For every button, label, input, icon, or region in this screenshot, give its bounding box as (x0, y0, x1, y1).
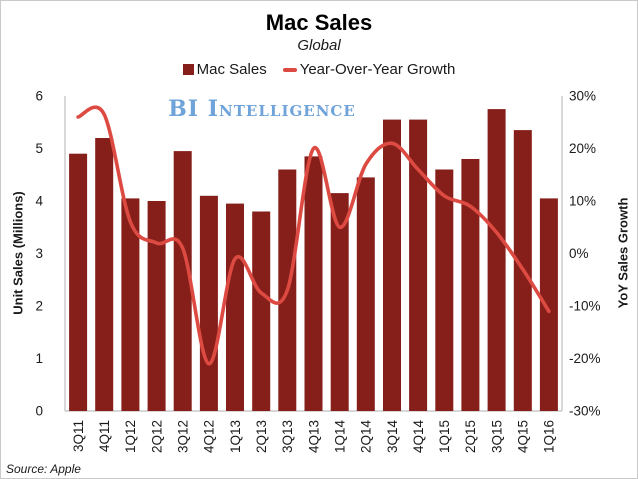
bar (147, 201, 166, 411)
bar (121, 198, 140, 411)
y-axis-tick-label: 6 (35, 89, 43, 104)
bar (409, 119, 428, 411)
y-axis-tick-label: 30% (569, 89, 596, 104)
bar (356, 177, 375, 411)
x-axis-category-label: 4Q15 (516, 420, 531, 453)
y-axis-tick-label: 3 (35, 246, 43, 261)
x-axis-category-label: 3Q12 (176, 420, 191, 453)
x-axis-category-label: 4Q13 (306, 420, 321, 453)
y-axis-tick-label: 2 (35, 299, 43, 314)
x-axis-category-label: 1Q13 (228, 420, 243, 453)
line-icon (282, 67, 297, 72)
y-axis-tick-label: 0% (569, 246, 589, 261)
bar (330, 193, 349, 411)
legend-label-mac-sales: Mac Sales (196, 61, 267, 78)
x-axis-category-label: 3Q11 (71, 420, 86, 452)
x-axis-category-label: 3Q14 (385, 420, 400, 454)
square-icon (182, 64, 194, 75)
bar (252, 211, 271, 411)
chart-title: Mac Sales (265, 10, 373, 35)
y-axis-tick-label: 20% (569, 141, 596, 156)
source-note: Source: Apple (6, 462, 81, 476)
y-axis-tick-label: 4 (35, 194, 43, 209)
x-axis-category-label: 3Q15 (489, 420, 504, 453)
x-axis-category-label: 4Q11 (97, 420, 112, 452)
y-axis-tick-label: -10% (569, 299, 601, 314)
bar (383, 119, 401, 411)
bi-intelligence-watermark: BI Intelligence (168, 96, 356, 122)
x-axis-category-label: 1Q12 (123, 420, 138, 453)
legend-item-mac-sales: Mac Sales (182, 61, 267, 78)
bar (461, 159, 480, 411)
x-axis-category-label: 3Q13 (280, 420, 295, 453)
bar (95, 138, 114, 411)
bar (539, 198, 558, 411)
x-axis-category-label: 4Q12 (202, 420, 217, 453)
legend-label-yoy-growth: Year-Over-Year Growth (299, 61, 456, 78)
x-axis-category-label: 1Q15 (437, 420, 452, 453)
bar (435, 169, 454, 411)
x-axis-category-label: 2Q14 (359, 420, 374, 454)
x-axis-category-label: 2Q13 (254, 420, 269, 453)
y-axis-tick-label: -30% (569, 404, 601, 419)
y-axis-tick-label: 10% (569, 194, 596, 209)
y-axis-tick-label: 0 (35, 404, 43, 419)
bar (69, 153, 88, 411)
legend-item-yoy-growth: Year-Over-Year Growth (282, 61, 456, 78)
bar (487, 109, 506, 411)
x-axis-category-label: 2Q15 (463, 420, 478, 453)
bar (304, 156, 323, 411)
bar (226, 203, 244, 411)
bar (199, 195, 218, 411)
y-axis-tick-label: 5 (35, 141, 43, 156)
x-axis-category-label: 2Q12 (149, 420, 164, 453)
x-axis-category-label: 1Q16 (542, 420, 557, 453)
x-axis-category-label: 4Q14 (411, 420, 426, 454)
chart-subtitle: Global (297, 37, 341, 54)
growth-line (76, 105, 551, 366)
chart-legend: Mac Sales Year-Over-Year Growth (1, 61, 637, 78)
bar (173, 151, 192, 411)
y-axis-tick-label: 1 (35, 351, 43, 366)
y-axis-tick-label: -20% (569, 351, 601, 366)
x-axis-category-label: 1Q14 (333, 420, 348, 454)
